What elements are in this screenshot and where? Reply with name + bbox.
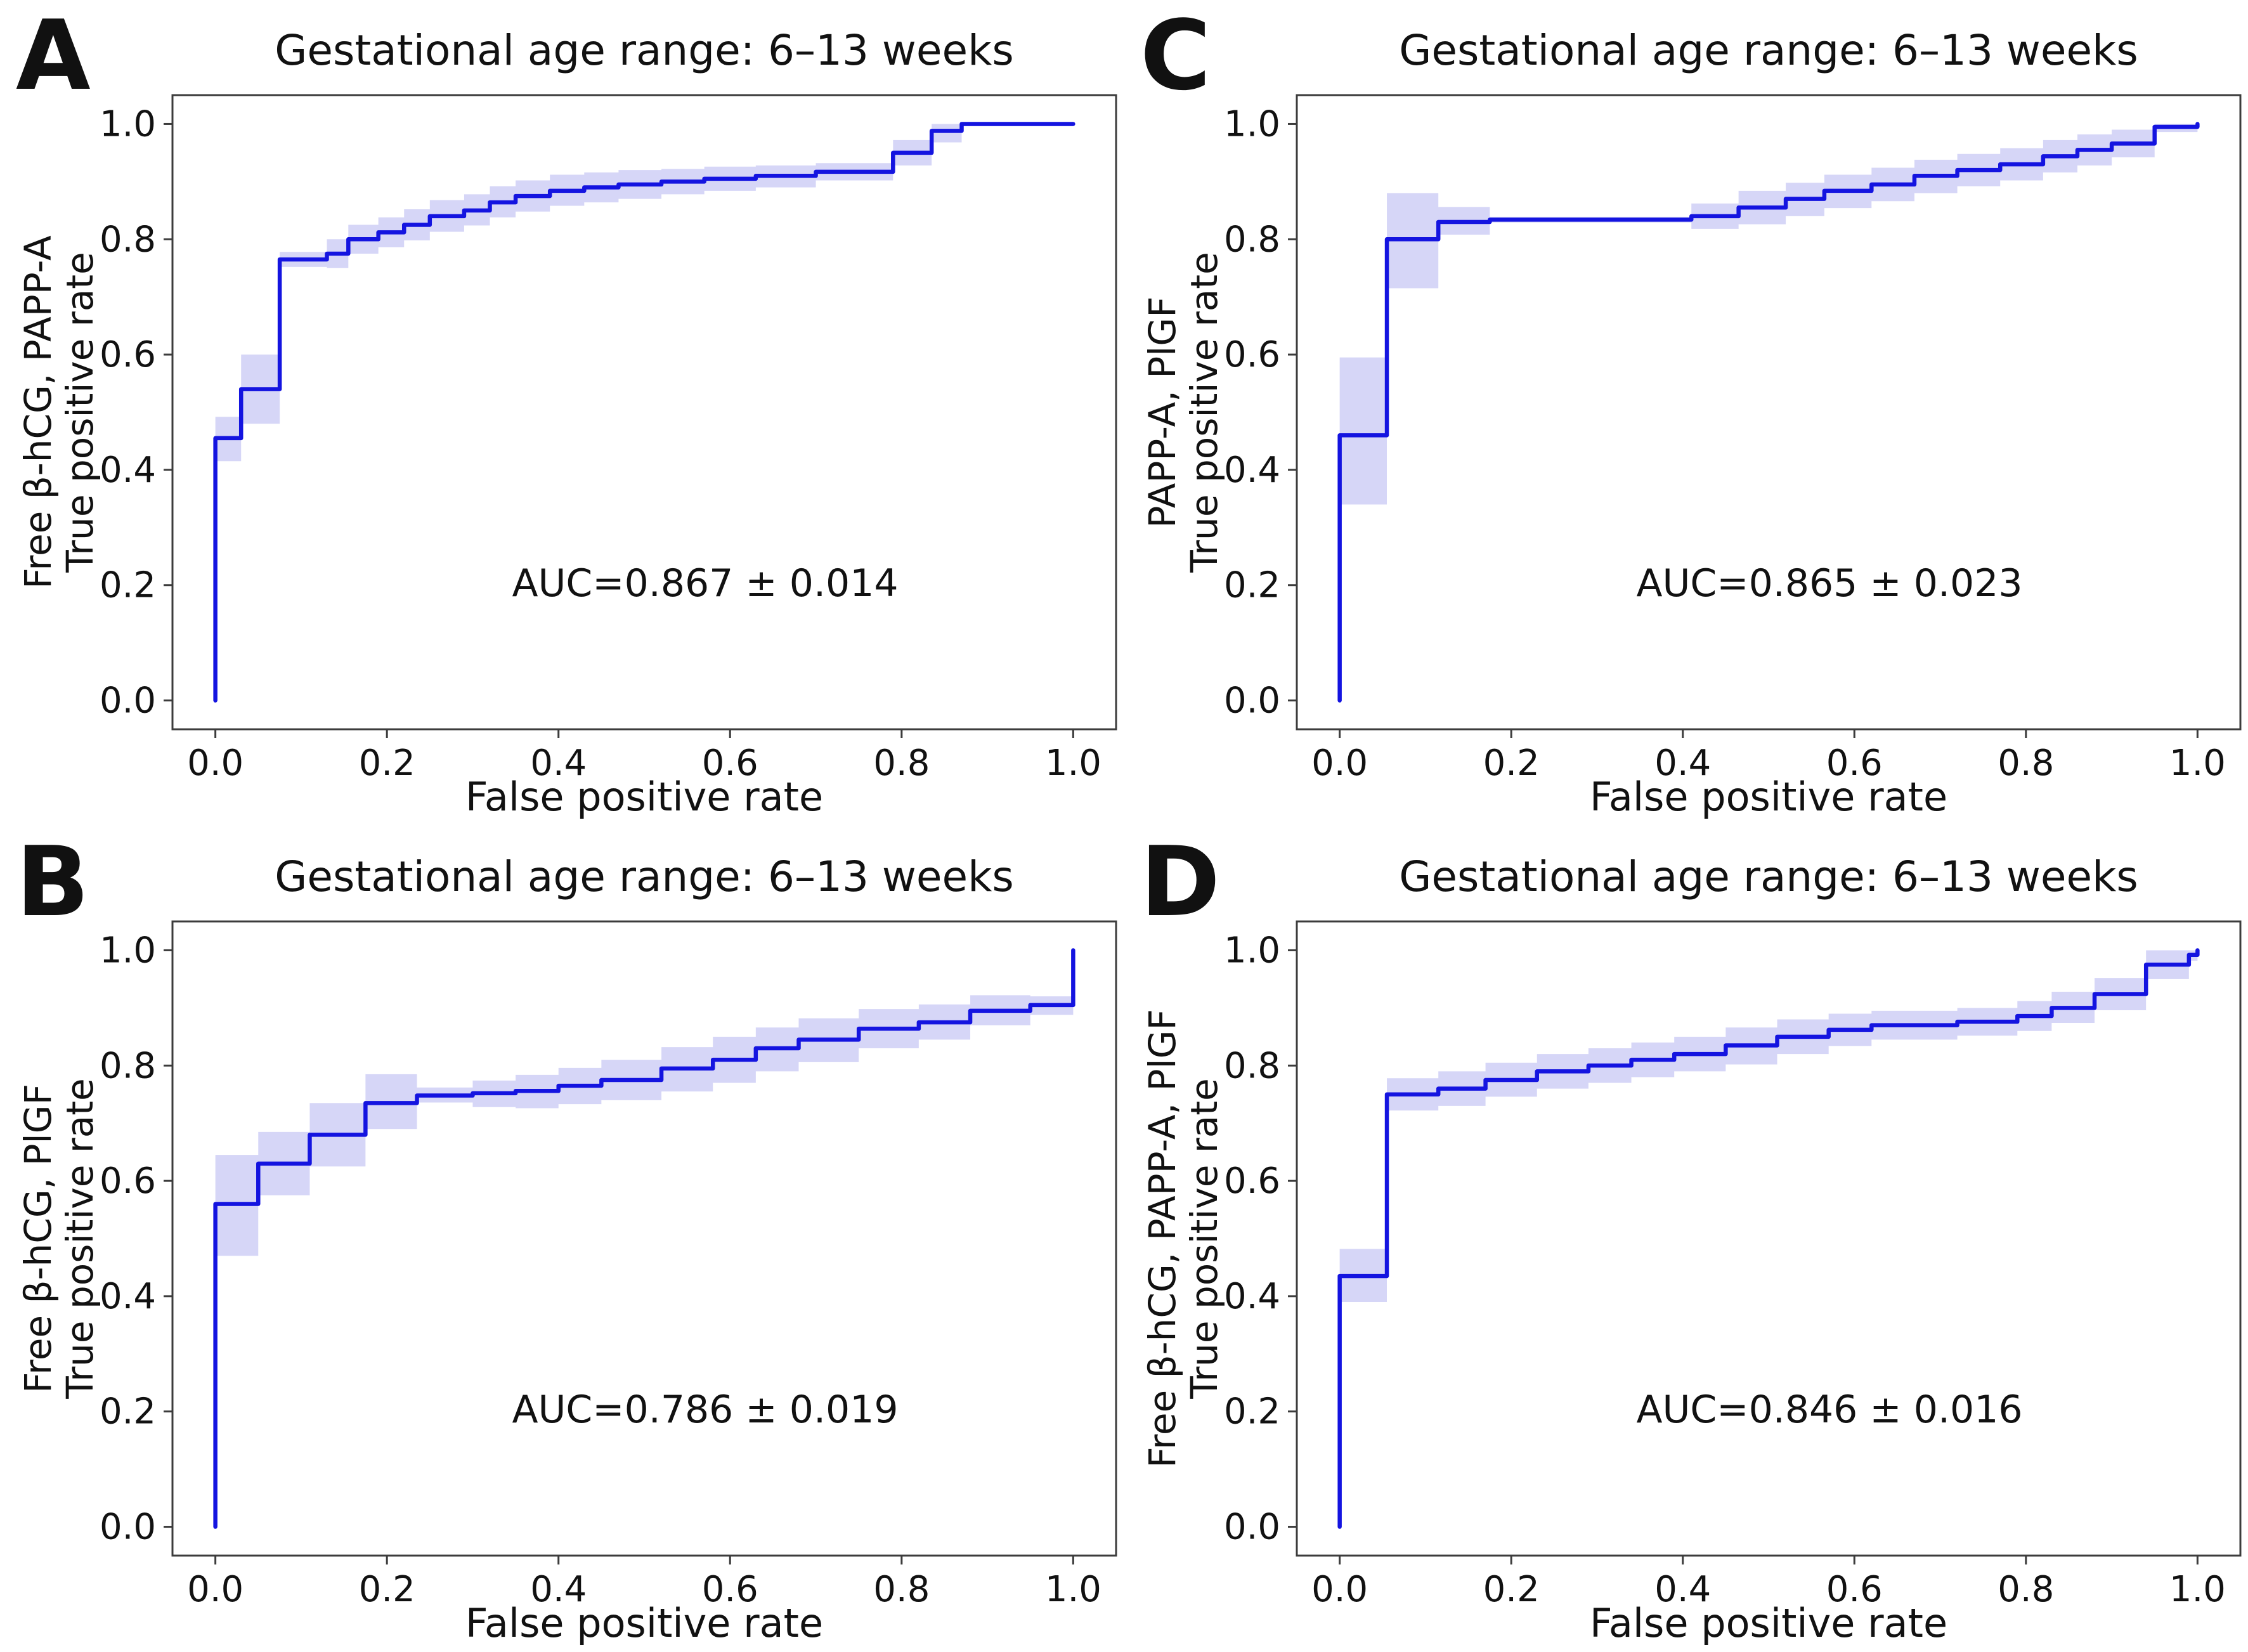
y-axis-label-markers: Free β-hCG, PAPP-A, PlGF	[1141, 1009, 1184, 1468]
confidence-band	[215, 950, 1074, 1256]
x-tick-label: 0.6	[702, 1569, 758, 1610]
y-tick-label: 0.0	[1224, 680, 1280, 722]
x-tick-label: 1.0	[1045, 1569, 1101, 1610]
y-tick-label: 0.4	[100, 450, 156, 491]
y-tick-label: 0.6	[1224, 1161, 1280, 1202]
x-tick-label: 0.0	[1311, 1569, 1368, 1610]
plot-area: 0.0 0.0 0.2 0.2 0.4 0.4 0.6 0.6 0.8 0.8 1.0 1.0	[1224, 920, 2242, 1610]
panel-letter: C	[1140, 0, 1211, 112]
plot-area: 0.0 0.0 0.2 0.2 0.4 0.4 0.6 0.6 0.8 0.8 1.0 1.0	[100, 94, 1117, 784]
confidence-band	[1339, 950, 2198, 1302]
roc-panel-a: 0.0 0.0 0.2 0.2 0.4 0.4 0.6 0.6 0.8 0.8 1.0 1.0 A G…	[0, 0, 1124, 826]
panel-letter: D	[1140, 826, 1220, 938]
y-tick-label: 1.0	[1224, 103, 1280, 145]
roc-plot-c: 0.0 0.0 0.2 0.2 0.4 0.4 0.6 0.6 0.8 0.8 1.0 1.0 C G…	[1140, 0, 2242, 820]
roc-panel-d: 0.0 0.0 0.2 0.2 0.4 0.4 0.6 0.6 0.8 0.8 1.0 1.0 D G…	[1124, 826, 2248, 1652]
y-tick-label: 0.0	[100, 1507, 156, 1548]
roc-plot-d: 0.0 0.0 0.2 0.2 0.4 0.4 0.6 0.6 0.8 0.8 1.0 1.0 D G…	[1140, 826, 2242, 1646]
y-tick-label: 1.0	[1224, 930, 1280, 971]
y-tick-label: 0.8	[100, 219, 156, 260]
plot-title: Gestational age range: 6–13 weeks	[1399, 852, 2138, 901]
auc-annotation: AUC=0.786 ± 0.019	[512, 1388, 898, 1432]
y-tick-label: 0.4	[1224, 1276, 1280, 1317]
panel-letter: A	[16, 0, 91, 112]
x-tick-label: 0.6	[1826, 1569, 1883, 1610]
auc-annotation: AUC=0.846 ± 0.016	[1636, 1388, 2022, 1432]
x-tick-label: 0.4	[1654, 743, 1711, 784]
x-axis-label: False positive rate	[1590, 774, 1947, 820]
x-tick-label: 0.8	[1998, 743, 2054, 784]
auc-annotation: AUC=0.865 ± 0.023	[1636, 561, 2022, 606]
auc-annotation: AUC=0.867 ± 0.014	[512, 561, 898, 606]
y-tick-label: 0.0	[100, 680, 156, 722]
x-tick-label: 0.2	[359, 743, 415, 784]
y-tick-label: 0.2	[100, 565, 156, 606]
roc-plot-b: 0.0 0.0 0.2 0.2 0.4 0.4 0.6 0.6 0.8 0.8 1.0 1.0 B G…	[16, 826, 1117, 1646]
y-tick-label: 0.6	[100, 334, 156, 375]
roc-curve	[1337, 122, 2200, 703]
y-tick-label: 0.8	[100, 1045, 156, 1086]
y-axis-label-markers: Free β-hCG, PlGF	[16, 1084, 60, 1393]
y-axis-label-markers: Free β-hCG, PAPP-A	[16, 235, 60, 589]
y-axis-label: True positive rate	[58, 1078, 101, 1399]
y-tick-label: 0.2	[1224, 565, 1280, 606]
plot-area: 0.0 0.0 0.2 0.2 0.4 0.4 0.6 0.6 0.8 0.8 1.0 1.0	[1224, 94, 2242, 784]
x-tick-label: 0.4	[530, 743, 587, 784]
roc-panel-b: 0.0 0.0 0.2 0.2 0.4 0.4 0.6 0.6 0.8 0.8 1.0 1.0 B G…	[0, 826, 1124, 1652]
y-axis-label: True positive rate	[58, 252, 101, 573]
roc-curve	[213, 948, 1075, 1529]
y-tick-label: 0.4	[100, 1276, 156, 1317]
x-tick-label: 0.4	[1654, 1569, 1711, 1610]
x-tick-label: 0.4	[530, 1569, 587, 1610]
x-tick-label: 0.8	[873, 743, 930, 784]
y-tick-label: 0.2	[100, 1391, 156, 1433]
plot-title: Gestational age range: 6–13 weeks	[1399, 26, 2138, 75]
x-tick-label: 0.0	[1311, 743, 1368, 784]
y-tick-label: 0.0	[1224, 1507, 1280, 1548]
y-axis-label: True positive rate	[1183, 252, 1226, 573]
roc-curve	[1337, 948, 2200, 1529]
y-tick-label: 1.0	[100, 103, 156, 145]
plot-title: Gestational age range: 6–13 weeks	[275, 852, 1013, 901]
x-tick-label: 0.2	[1483, 743, 1540, 784]
x-tick-label: 0.2	[359, 1569, 415, 1610]
panel-letter: B	[16, 826, 89, 938]
x-tick-label: 0.8	[1998, 1569, 2054, 1610]
x-tick-label: 0.8	[873, 1569, 930, 1610]
axes-frame	[1296, 920, 2242, 1557]
roc-curve	[213, 122, 1075, 703]
x-tick-label: 0.6	[702, 743, 758, 784]
y-tick-label: 0.8	[1224, 219, 1280, 260]
y-tick-label: 0.2	[1224, 1391, 1280, 1433]
y-tick-label: 1.0	[100, 930, 156, 971]
y-tick-label: 0.8	[1224, 1045, 1280, 1086]
y-axis-label-markers: PAPP-A, PlGF	[1141, 296, 1184, 528]
axes-frame	[1296, 94, 2242, 731]
roc-panel-c: 0.0 0.0 0.2 0.2 0.4 0.4 0.6 0.6 0.8 0.8 1.0 1.0 C G…	[1124, 0, 2248, 826]
plot-title: Gestational age range: 6–13 weeks	[275, 26, 1013, 75]
x-tick-label: 0.2	[1483, 1569, 1540, 1610]
x-tick-label: 0.0	[187, 1569, 244, 1610]
confidence-band	[1339, 124, 2198, 505]
x-axis-label: False positive rate	[465, 774, 823, 820]
y-axis-label: True positive rate	[1183, 1078, 1226, 1399]
y-tick-label: 0.4	[1224, 450, 1280, 491]
y-tick-label: 0.6	[1224, 334, 1280, 375]
x-axis-label: False positive rate	[1590, 1600, 1947, 1646]
x-tick-label: 1.0	[2169, 1569, 2226, 1610]
x-tick-label: 0.0	[187, 743, 244, 784]
axes-frame	[171, 920, 1117, 1557]
roc-plot-a: 0.0 0.0 0.2 0.2 0.4 0.4 0.6 0.6 0.8 0.8 1.0 1.0 A G…	[16, 0, 1117, 820]
y-tick-label: 0.6	[100, 1161, 156, 1202]
x-tick-label: 1.0	[2169, 743, 2226, 784]
x-tick-label: 1.0	[1045, 743, 1101, 784]
confidence-band	[215, 124, 1074, 462]
plot-area: 0.0 0.0 0.2 0.2 0.4 0.4 0.6 0.6 0.8 0.8 1.0 1.0	[100, 920, 1117, 1610]
x-tick-label: 0.6	[1826, 743, 1883, 784]
x-axis-label: False positive rate	[465, 1600, 823, 1646]
axes-frame	[171, 94, 1117, 731]
